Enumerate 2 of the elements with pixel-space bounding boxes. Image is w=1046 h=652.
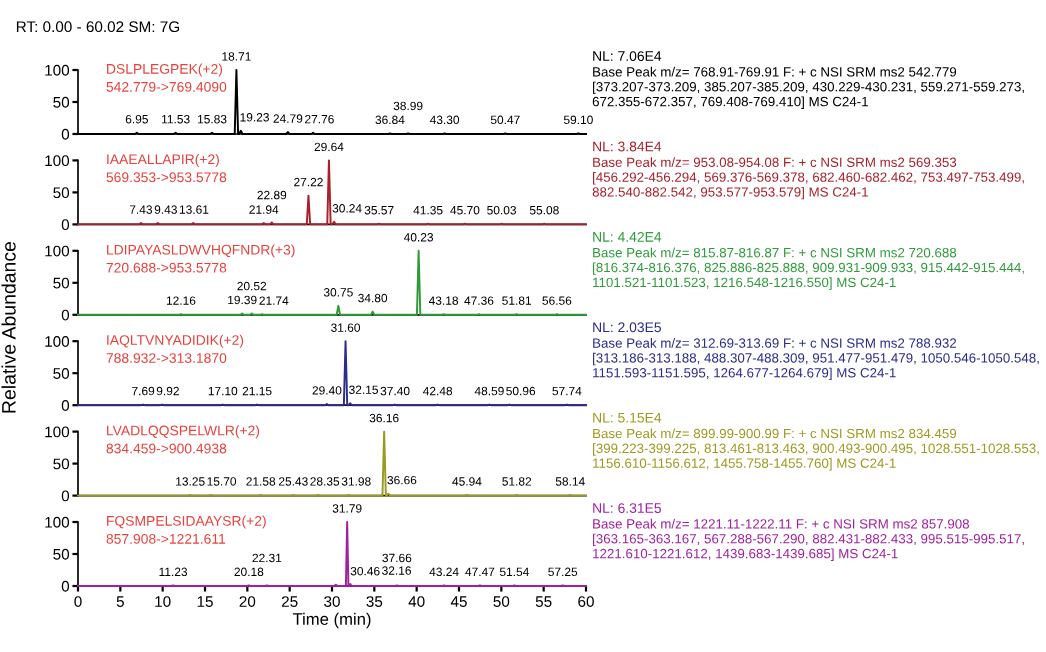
y-axis-title: Relative Abundance: [1, 241, 16, 413]
x-axis-title: Time (min): [292, 612, 371, 629]
